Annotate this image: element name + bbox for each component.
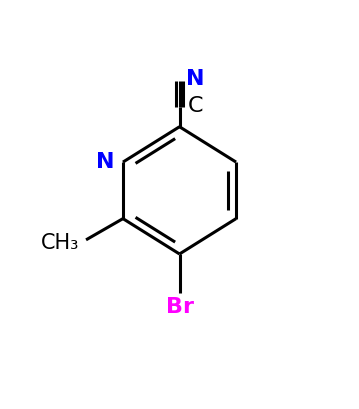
Text: N: N: [95, 152, 114, 172]
Text: C: C: [187, 96, 203, 116]
Text: Br: Br: [165, 297, 194, 317]
Text: CH₃: CH₃: [41, 234, 79, 254]
Text: N: N: [186, 69, 204, 89]
